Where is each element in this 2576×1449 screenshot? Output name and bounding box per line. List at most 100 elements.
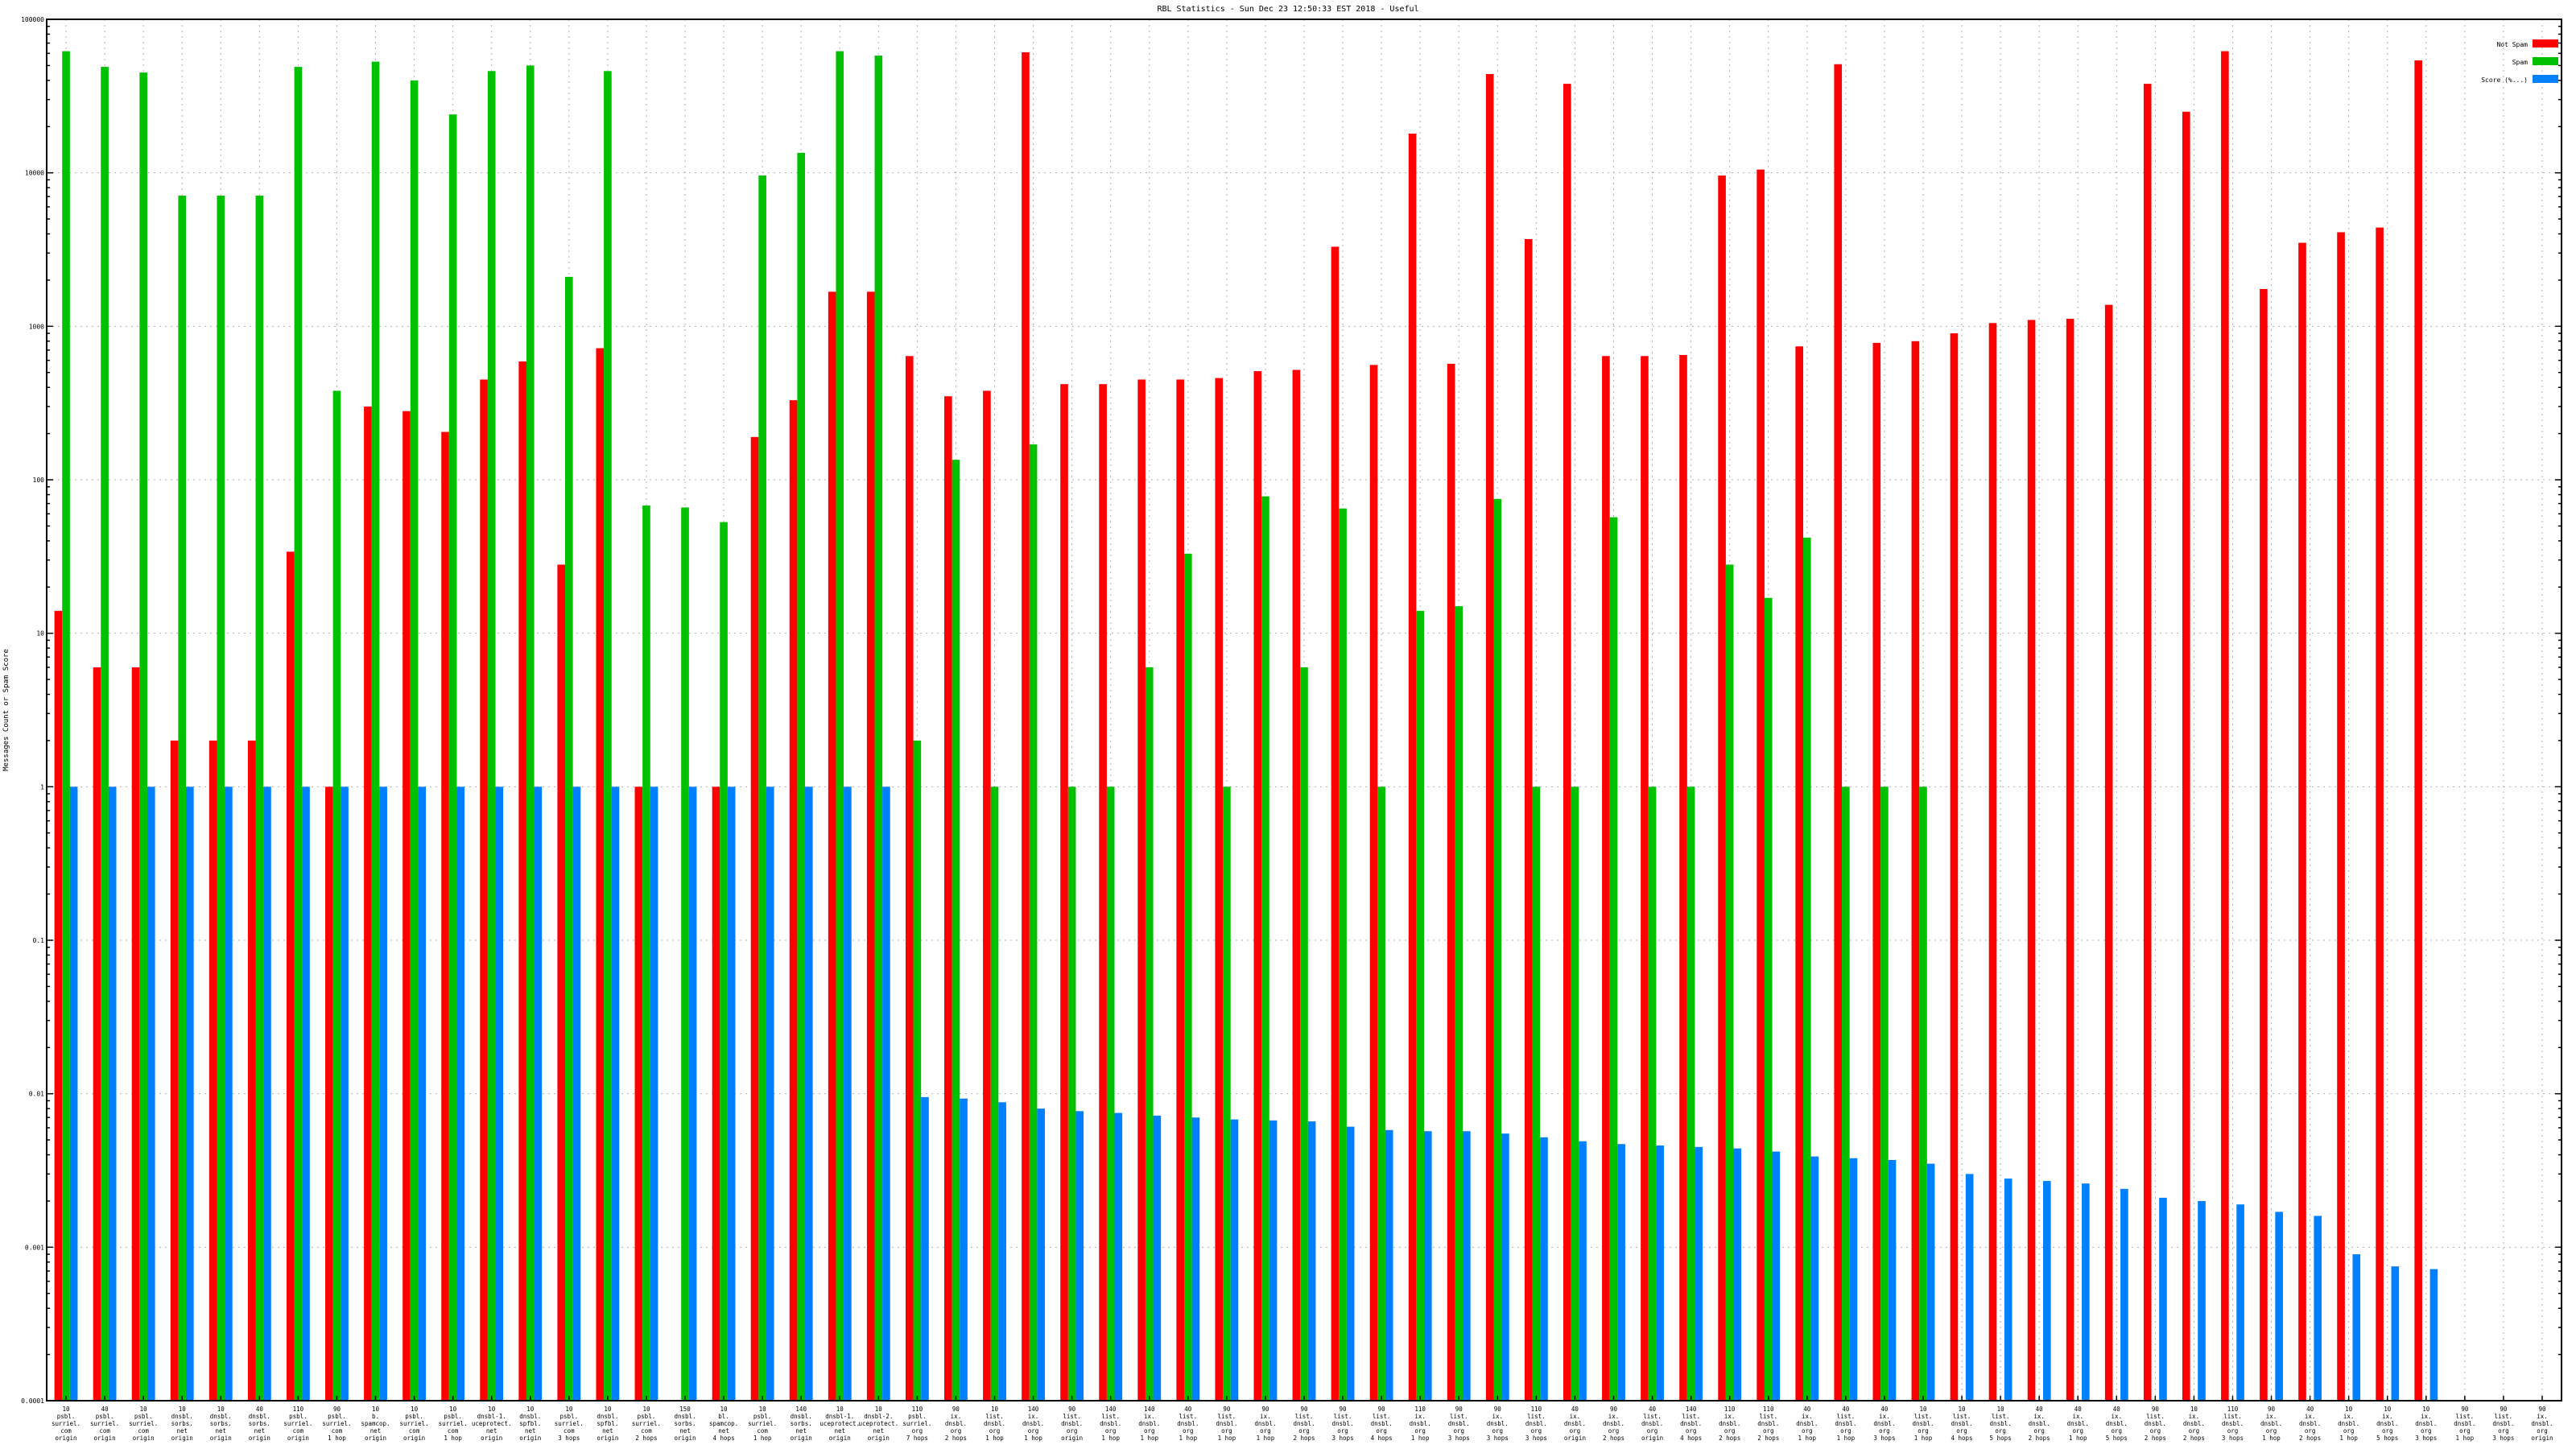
- x-tick-label: ix.: [1802, 1413, 1813, 1420]
- bar-score-: [108, 786, 117, 1401]
- bar-not-spam: [1641, 356, 1649, 1402]
- x-tick-label: ix.: [1028, 1413, 1039, 1420]
- bar-score-: [341, 786, 349, 1401]
- x-tick-label: 90: [2500, 1406, 2508, 1413]
- x-tick-label: surriel.: [555, 1420, 584, 1427]
- x-tick-label: 1 hop: [985, 1435, 1004, 1442]
- x-tick-label: 1 hop: [1179, 1435, 1198, 1442]
- x-tick-label: org: [912, 1427, 923, 1435]
- x-tick-label: 10: [217, 1406, 225, 1413]
- x-tick-label: dnsbl-1.: [825, 1413, 854, 1420]
- bar-spam: [681, 507, 689, 1401]
- x-tick-label: dnsbl.: [1641, 1420, 1663, 1427]
- x-tick-label: origin: [94, 1435, 116, 1442]
- x-tick-label: list.: [2456, 1413, 2475, 1420]
- x-tick-label: com: [332, 1427, 343, 1435]
- x-tick-label: 1 hop: [1257, 1435, 1275, 1442]
- x-tick-label: 10: [1997, 1406, 2005, 1413]
- bar-not-spam: [557, 564, 566, 1402]
- x-tick-label: net: [718, 1427, 729, 1435]
- x-tick-label: list.: [1992, 1413, 2010, 1420]
- bar-spam: [487, 71, 496, 1402]
- x-tick-label: list.: [1373, 1413, 1391, 1420]
- x-tick-label: 5 hops: [2106, 1435, 2128, 1442]
- chart-title: RBL Statistics - Sun Dec 23 12:50:33 EST…: [1157, 5, 1418, 14]
- bar-score-: [534, 786, 543, 1401]
- x-tick-label: 2 hops: [635, 1435, 657, 1442]
- bar-not-spam: [1099, 384, 1107, 1402]
- x-tick-label: dnsbl.: [1332, 1420, 1354, 1427]
- x-tick-label: org: [1802, 1427, 1813, 1435]
- bar-spam: [294, 67, 303, 1401]
- x-tick-label: dnsbl.: [210, 1413, 232, 1420]
- x-tick-label: psbl.: [134, 1413, 153, 1420]
- x-tick-label: origin: [2531, 1435, 2553, 1442]
- x-tick-label: org: [1647, 1427, 1658, 1435]
- x-tick-label: dnsbl.: [1254, 1420, 1276, 1427]
- x-tick-label: 2 hops: [2299, 1435, 2321, 1442]
- bar-score-: [1926, 1163, 1935, 1401]
- x-tick-label: uceprotect.: [858, 1420, 898, 1427]
- bar-spam: [604, 71, 612, 1402]
- x-tick-label: dnsbl.: [674, 1413, 696, 1420]
- y-tick-label: 1000: [29, 323, 44, 330]
- x-tick-label: 10: [642, 1406, 650, 1413]
- x-tick-label: com: [60, 1427, 72, 1435]
- bar-not-spam: [2027, 320, 2036, 1401]
- x-tick-label: 90: [1223, 1406, 1231, 1413]
- x-tick-label: psbl.: [405, 1413, 423, 1420]
- x-tick-label: bl.: [718, 1413, 729, 1420]
- x-tick-label: ix.: [951, 1413, 962, 1420]
- x-tick-label: surriel.: [902, 1420, 931, 1427]
- bar-spam: [1919, 786, 1927, 1401]
- x-tick-label: org: [1879, 1427, 1890, 1435]
- bar-score-: [379, 786, 387, 1401]
- x-tick-label: dnsbl.: [2531, 1420, 2553, 1427]
- bar-not-spam: [170, 740, 179, 1401]
- x-tick-label: 90: [1300, 1406, 1308, 1413]
- x-tick-label: spamcop.: [709, 1420, 738, 1427]
- bar-score-: [263, 786, 271, 1401]
- x-tick-label: ix.: [1724, 1413, 1736, 1420]
- x-tick-label: org: [2072, 1427, 2083, 1435]
- x-tick-label: dnsbl.: [791, 1413, 812, 1420]
- x-tick-label: dnsbl.: [1719, 1420, 1740, 1427]
- x-tick-label: sorbs.: [210, 1420, 232, 1427]
- x-tick-label: dnsbl.: [1525, 1420, 1547, 1427]
- x-tick-label: list.: [1295, 1413, 1314, 1420]
- legend-swatch: [2533, 75, 2558, 83]
- x-tick-label: origin: [674, 1435, 696, 1442]
- bar-spam: [1764, 597, 1773, 1401]
- bar-not-spam: [2182, 111, 2190, 1402]
- x-tick-label: list.: [1759, 1413, 1777, 1420]
- x-tick-label: 10: [759, 1406, 767, 1413]
- x-tick-label: psbl.: [96, 1413, 114, 1420]
- bar-score-: [1269, 1120, 1278, 1401]
- x-tick-label: list.: [1218, 1413, 1236, 1420]
- bar-not-spam: [944, 396, 952, 1401]
- x-tick-label: 3 hops: [1873, 1435, 1895, 1442]
- x-tick-label: dnsbl.: [2376, 1420, 2398, 1427]
- bar-score-: [2275, 1212, 2283, 1401]
- x-tick-label: org: [1840, 1427, 1852, 1435]
- x-tick-label: com: [757, 1427, 768, 1435]
- x-tick-label: origin: [829, 1435, 851, 1442]
- x-tick-label: net: [525, 1427, 536, 1435]
- x-tick-label: psbl.: [289, 1413, 308, 1420]
- bar-spam: [990, 786, 999, 1401]
- bar-score-: [921, 1096, 929, 1401]
- x-tick-label: dnsbl.: [2106, 1420, 2128, 1427]
- x-tick-label: ix.: [1260, 1413, 1271, 1420]
- bar-score-: [1346, 1126, 1355, 1401]
- x-tick-label: org: [2537, 1427, 2548, 1435]
- bar-spam: [1300, 667, 1308, 1401]
- bar-not-spam: [1795, 346, 1803, 1401]
- x-tick-label: 1 hop: [1140, 1435, 1158, 1442]
- bar-score-: [727, 786, 736, 1401]
- bar-score-: [147, 786, 155, 1401]
- x-tick-label: 4 hops: [1951, 1435, 1972, 1442]
- x-tick-label: dnsbl.: [1680, 1420, 1702, 1427]
- x-tick-label: origin: [519, 1435, 541, 1442]
- x-tick-label: list.: [1643, 1413, 1662, 1420]
- x-tick-label: dnsbl.: [1873, 1420, 1895, 1427]
